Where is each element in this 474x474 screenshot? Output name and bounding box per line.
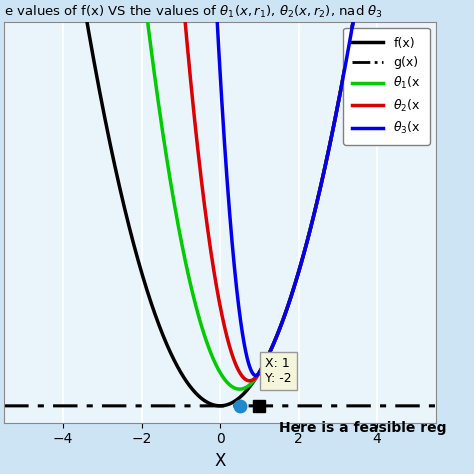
Text: Here is a feasible reg: Here is a feasible reg [279,421,447,435]
Text: X: 1
Y: -2: X: 1 Y: -2 [265,357,292,385]
Legend: f(x), g(x), $\theta_1$(x, $\theta_2$(x, $\theta_3$(x: f(x), g(x), $\theta_1$(x, $\theta_2$(x, … [344,28,429,145]
Text: e values of f(x) VS the values of $\theta_1(x,r_1)$, $\theta_2(x,r_2)$, nad $\th: e values of f(x) VS the values of $\thet… [4,4,383,20]
X-axis label: X: X [214,452,226,470]
